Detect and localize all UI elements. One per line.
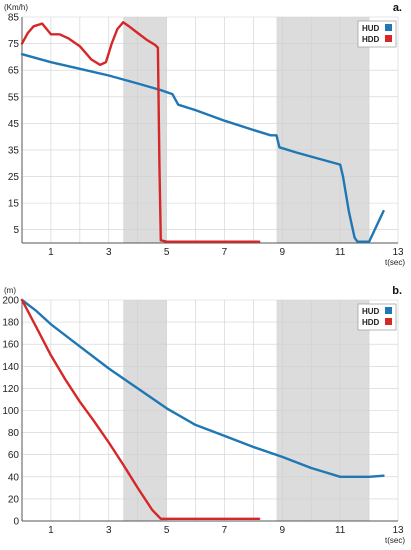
x-tick-label: 11 [335,247,346,258]
y-tick-label: 85 [8,13,20,24]
y-tick-label: 5 [13,225,19,236]
x-tick-label: 9 [280,525,286,536]
y-tick-label: 40 [8,472,20,483]
y-tick-label: 200 [2,296,19,307]
y-tick-label: 160 [2,340,19,351]
x-tick-label: 5 [164,247,170,258]
x-axis-unit-label: t(sec) [385,258,405,267]
x-tick-label: 1 [48,247,54,258]
y-axis-unit-label: (Km/h) [4,3,28,12]
x-tick-label: 5 [164,525,170,536]
x-tick-label: 13 [392,525,404,536]
legend-label: HDD [362,35,380,44]
y-tick-label: 180 [2,318,19,329]
x-tick-label: 9 [280,247,286,258]
legend-swatch [385,35,392,42]
y-tick-label: 15 [8,199,20,210]
y-tick-label: 140 [2,362,19,373]
legend: HUD HDD [357,20,397,48]
y-tick-label: 100 [2,406,19,417]
y-tick-label: 75 [8,39,20,50]
x-tick-label: 11 [335,525,346,536]
y-tick-label: 65 [8,66,20,77]
legend-swatch [385,24,392,31]
y-tick-label: 120 [2,384,19,395]
legend-label: HUD [362,24,380,33]
shaded-region [276,17,370,243]
y-axis-unit-label: (m) [4,286,16,295]
legend: HUD HDD [357,303,397,331]
x-tick-label: 3 [106,247,112,258]
legend-swatch [385,307,392,314]
legend-label: HUD [362,307,380,316]
y-tick-label: 35 [8,145,20,156]
series-line-hud [20,53,385,243]
x-axis-unit-label: t(sec) [385,536,405,545]
y-tick-label: 0 [13,517,19,528]
x-tick-label: 7 [222,525,228,536]
x-tick-label: 13 [392,247,404,258]
legend-swatch [385,318,392,325]
y-tick-label: 25 [8,172,20,183]
y-tick-label: 55 [8,92,20,103]
y-tick-label: 20 [8,494,20,505]
y-tick-label: 80 [8,428,20,439]
y-tick-label: 60 [8,450,20,461]
legend-label: HDD [362,318,380,327]
y-tick-label: 45 [8,119,20,130]
x-tick-label: 3 [106,525,112,536]
panel-label: a. [393,2,402,14]
series-line-hud [20,298,385,478]
panel-label: b. [392,285,402,297]
series-line-hdd [20,21,261,243]
x-tick-label: 1 [48,525,54,536]
x-tick-label: 7 [222,247,228,258]
series-line-hdd [20,298,261,520]
